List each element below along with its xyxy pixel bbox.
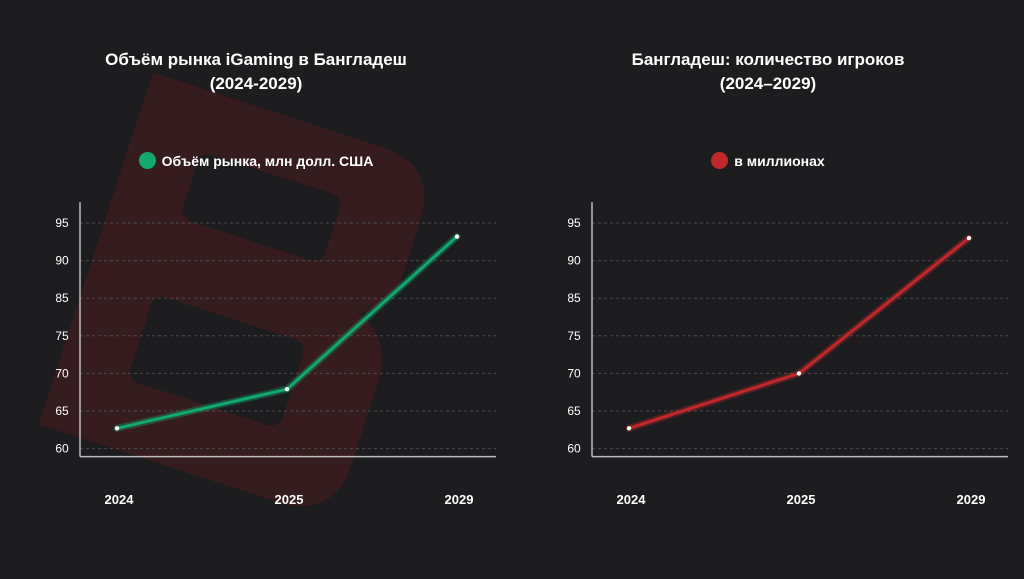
- plot-area: 60 65 70 75 85 90 95 2024 2025 2029: [567, 202, 1008, 507]
- series-line-glow: [625, 234, 973, 432]
- legend-dot-icon: [711, 152, 729, 169]
- y-tick-label: 60: [55, 442, 69, 456]
- market-size-chart: Объём рынка iGaming в Бангладеш (2024-20…: [0, 48, 512, 507]
- y-tick-label: 65: [567, 404, 581, 418]
- y-tick-label: 85: [55, 291, 69, 305]
- chart-title-line: Объём рынка iGaming в Бангладеш: [105, 50, 407, 69]
- data-point: [114, 426, 120, 431]
- chart-title: Бангладеш: количество игроков (2024–2029…: [512, 48, 1024, 96]
- x-tick-label: 2024: [617, 492, 647, 507]
- players-chart: Бангладеш: количество игроков (2024–2029…: [512, 0, 1024, 579]
- legend: Объём рынка, млн долл. США: [0, 152, 512, 169]
- plot-area: 60 65 70 75 85 90 95 2024 2025 2029: [55, 202, 496, 507]
- chart-title-line: Бангладеш: количество игроков: [631, 50, 905, 69]
- y-tick-label: 90: [55, 254, 69, 268]
- series-line-glow: [113, 233, 461, 432]
- data-point: [454, 234, 460, 239]
- x-tick-label: 2029: [957, 492, 986, 507]
- data-point: [796, 371, 802, 376]
- x-tick-label: 2029: [445, 492, 474, 507]
- x-tick-label: 2025: [275, 492, 304, 507]
- brand-logo-icon: [38, 72, 425, 507]
- series-line: [115, 235, 459, 430]
- y-tick-label: 75: [55, 329, 69, 343]
- y-tick-label: 90: [567, 254, 581, 268]
- y-tick-label: 95: [55, 216, 69, 230]
- legend-dot-icon: [138, 152, 156, 169]
- chart-title: Объём рынка iGaming в Бангладеш (2024-20…: [0, 48, 512, 96]
- legend-label: Объём рынка, млн долл. США: [161, 152, 374, 169]
- data-point: [284, 386, 290, 392]
- data-point: [626, 426, 632, 431]
- y-tick-label: 65: [55, 404, 69, 418]
- x-tick-label: 2025: [787, 492, 816, 507]
- y-tick-label: 60: [567, 442, 581, 456]
- y-tick-label: 95: [567, 216, 581, 230]
- chart-title-line: (2024-2029): [209, 74, 303, 93]
- chart-title-line: (2024–2029): [719, 74, 817, 93]
- data-point: [966, 235, 972, 241]
- y-tick-label: 70: [567, 366, 581, 380]
- y-tick-label: 70: [55, 366, 69, 380]
- legend: в миллионах: [512, 152, 1024, 169]
- x-tick-label: 2024: [105, 492, 135, 507]
- y-tick-label: 85: [567, 291, 581, 305]
- legend-label: в миллионах: [734, 152, 825, 169]
- y-tick-label: 75: [567, 329, 581, 343]
- series-line: [627, 236, 971, 430]
